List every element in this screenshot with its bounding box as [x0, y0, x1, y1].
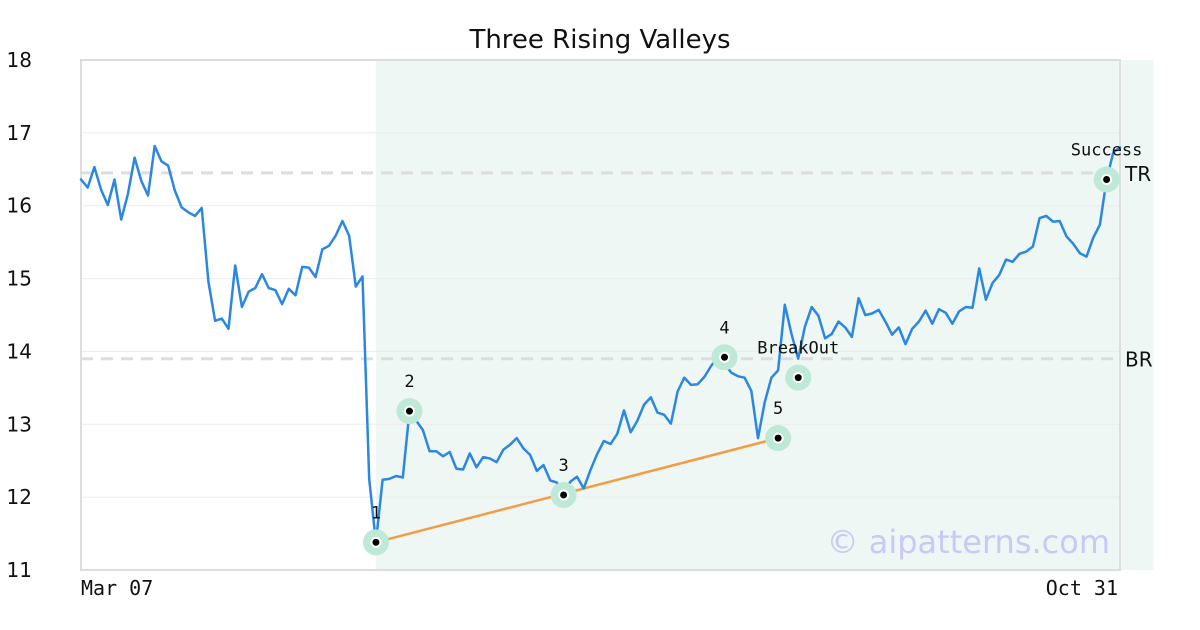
marker-dot-4: [721, 353, 729, 361]
price-line: [79, 144, 1122, 544]
watermark: © aipatterns.com: [827, 523, 1110, 561]
y-tick-label: 17: [7, 121, 32, 145]
marker-label-2: 2: [404, 372, 414, 392]
x-tick-label: Mar 07: [81, 576, 153, 600]
x-tick-layer: Mar 07 Oct 31: [81, 576, 1118, 600]
marker-dot-breakout: [794, 374, 802, 382]
highlight-region: [375, 60, 1154, 570]
highlight-region-layer: [375, 60, 1154, 570]
marker-label-1: 1: [371, 503, 381, 523]
y-tick-label: 11: [7, 558, 32, 582]
reference-label-br: BR: [1125, 348, 1153, 372]
marker-layer: 1 2 3 4 5 BreakOut Success: [362, 140, 1143, 556]
y-tick-label: 16: [7, 194, 32, 218]
grid-layer: [81, 132, 1120, 498]
y-tick-layer: 11 12 13 14 15 16 17 18: [7, 48, 32, 582]
marker-dot-1: [372, 538, 380, 546]
marker-dot-5: [774, 434, 782, 442]
reference-label-tr: TR: [1124, 162, 1151, 186]
y-tick-label: 18: [7, 48, 32, 72]
y-tick-label: 13: [7, 412, 32, 436]
marker-dot-3: [560, 491, 568, 499]
marker-label-success: Success: [1071, 140, 1143, 160]
marker-label-breakout: BreakOut: [757, 339, 839, 359]
reference-line-layer: TR BR: [81, 162, 1153, 372]
marker-label-5: 5: [773, 399, 783, 419]
y-tick-label: 15: [7, 267, 32, 291]
plot-frame: [80, 59, 1121, 571]
x-tick-label: Oct 31: [1046, 576, 1118, 600]
chart-title: Three Rising Valleys: [468, 25, 730, 55]
marker-dot-2: [405, 407, 413, 415]
trend-line: [375, 436, 779, 544]
y-tick-label: 14: [7, 339, 32, 363]
trend-line-layer: [375, 436, 779, 544]
marker-label-4: 4: [719, 318, 729, 338]
marker-label-3: 3: [559, 456, 569, 476]
marker-dot-success: [1103, 175, 1111, 183]
y-tick-label: 12: [7, 485, 32, 509]
price-line-layer: [79, 144, 1122, 544]
